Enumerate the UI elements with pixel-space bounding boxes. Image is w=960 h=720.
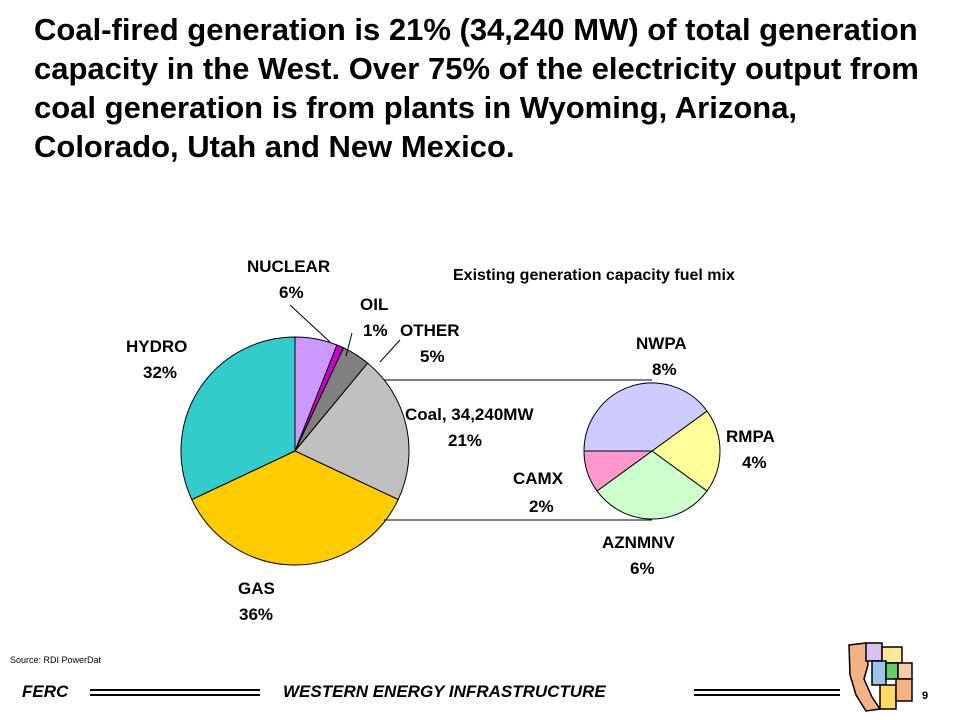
label-nuclear-value: 6%: [279, 283, 304, 302]
western-states-map-logo: [848, 642, 913, 712]
label-nuclear-name: NUCLEAR: [247, 257, 330, 276]
label-hydro-name: HYDRO: [126, 337, 187, 356]
main-pie-slice-hydro: [180, 336, 296, 501]
coal-pie-slice-rmpa: [651, 410, 721, 492]
label-other-value: 5%: [420, 347, 445, 366]
label-gas-value: 36%: [239, 605, 273, 624]
leader-oil: [345, 332, 353, 357]
label-other-name: OTHER: [400, 321, 460, 340]
label-oil-value: 1%: [363, 321, 388, 340]
label-nwpa-name: NWPA: [636, 334, 687, 353]
source-note: Source: RDI PowerDat: [10, 655, 102, 665]
label-camx-value: 2%: [529, 497, 554, 516]
label-oil-name: OIL: [360, 295, 388, 314]
label-aznmnv-value: 6%: [630, 559, 655, 578]
label-gas-name: GAS: [238, 579, 275, 598]
label-coal-name: Coal, 34,240MW: [405, 405, 534, 424]
coal-pie-slice-nwpa: [583, 382, 708, 452]
label-hydro-value: 32%: [143, 363, 177, 382]
footer-rule-right: [694, 689, 840, 696]
leader-other: [379, 339, 401, 363]
label-aznmnv-name: AZNMNV: [602, 533, 675, 552]
slide-title: Coal-fired generation is 21% (34,240 MW)…: [34, 12, 919, 164]
label-nwpa-value: 8%: [652, 360, 677, 379]
footer-rule-left: [90, 689, 260, 696]
main-pie-slice-coal-34-240mw: [294, 362, 410, 501]
footer-left: FERC: [22, 682, 69, 701]
label-coal-value: 21%: [448, 431, 482, 450]
page-number: 9: [922, 690, 929, 702]
leader-nuclear: [289, 304, 331, 343]
label-camx-name: CAMX: [513, 469, 564, 488]
small-pie-title: Existing generation capacity fuel mix: [453, 267, 735, 284]
footer-center: WESTERN ENERGY INFRASTRUCTURE: [283, 682, 606, 701]
main-pie-slice-gas: [191, 450, 399, 566]
label-rmpa-name: RMPA: [726, 427, 775, 446]
coal-pie-slice-aznmnv: [596, 450, 708, 520]
label-rmpa-value: 4%: [742, 453, 767, 472]
